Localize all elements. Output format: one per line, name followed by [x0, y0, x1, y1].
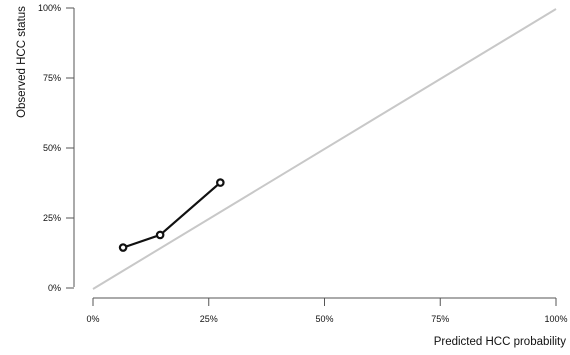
y-tick-label: 100%: [38, 3, 61, 13]
x-tick-label: 75%: [431, 314, 449, 324]
y-axis-label: Observed HCC status: [16, 6, 28, 118]
y-tick-label: 75%: [43, 73, 61, 83]
y-tick-label: 25%: [43, 213, 61, 223]
x-tick-label: 50%: [315, 314, 333, 324]
series-layer: [118, 178, 225, 252]
x-tick-label: 100%: [544, 314, 567, 324]
y-ticks: 0% 25% 50% 75% 100%: [38, 3, 74, 293]
y-tick-label: 50%: [43, 143, 61, 153]
y-tick-label: 0%: [48, 283, 61, 293]
x-tick-label: 25%: [200, 314, 218, 324]
x-tick-label: 0%: [86, 314, 99, 324]
series-point: [216, 178, 225, 187]
x-axis-label: Predicted HCC probability: [434, 336, 567, 348]
series-point: [155, 230, 165, 240]
x-ticks: 0% 25% 50% 75% 100%: [86, 298, 568, 324]
reference-layer: [92, 8, 557, 290]
series-point: [118, 243, 128, 252]
series-line: [122, 181, 222, 249]
axes-layer: [73, 8, 556, 299]
reference-diagonal-line: [92, 8, 557, 290]
